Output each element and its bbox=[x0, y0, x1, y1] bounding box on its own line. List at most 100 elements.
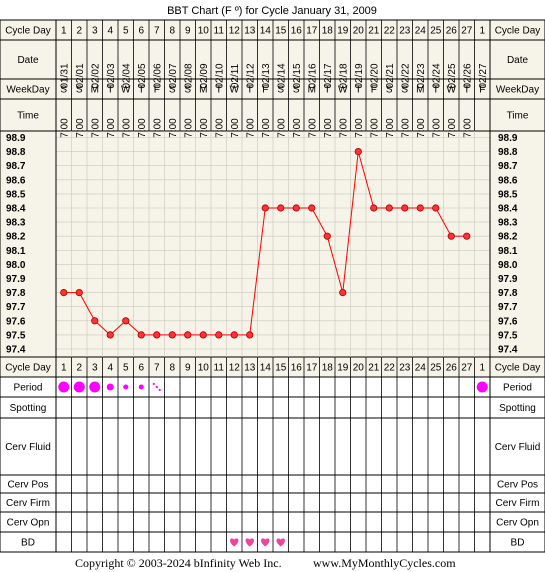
row-label-spotting: Spotting bbox=[10, 403, 47, 414]
y-tick-label: 97.5 bbox=[6, 330, 26, 341]
y-tick-label: 98.6 bbox=[6, 175, 26, 186]
cycle-day-label: 5 bbox=[123, 363, 129, 374]
weekday-label: W bbox=[121, 85, 131, 96]
cycle-day-label: 16 bbox=[291, 26, 303, 37]
time-label: 7:00 bbox=[199, 118, 210, 138]
y-tick-label: 98.4 bbox=[6, 204, 26, 215]
y-tick-label: 98.8 bbox=[6, 147, 26, 158]
temp-point bbox=[199, 331, 207, 339]
cycle-day-label: 14 bbox=[260, 363, 272, 374]
cycle-day-label: 12 bbox=[229, 363, 241, 374]
y-tick-label-right: 97.5 bbox=[498, 330, 518, 341]
time-label: 7:00 bbox=[214, 118, 225, 138]
cycle-day-label: 7 bbox=[154, 363, 160, 374]
cycle-day-label: 10 bbox=[198, 26, 210, 37]
weekday-label: W bbox=[447, 85, 457, 96]
cycle-day-label: 24 bbox=[415, 26, 427, 37]
row-label-right-bd: BD bbox=[511, 538, 525, 549]
period-marker bbox=[89, 381, 101, 393]
date-label: 02/09 bbox=[199, 63, 210, 88]
date-label: 02/04 bbox=[121, 63, 132, 88]
time-label: 7:00 bbox=[152, 118, 163, 138]
row-label-fluid: Cerv Fluid bbox=[5, 442, 51, 453]
bd-heart-icon bbox=[230, 538, 239, 547]
period-spotting-dot bbox=[155, 385, 158, 389]
temp-point bbox=[215, 331, 223, 339]
date-label: 02/23 bbox=[416, 63, 427, 88]
period-marker bbox=[476, 381, 488, 393]
cycle-day-label: 19 bbox=[337, 26, 349, 37]
temp-point bbox=[168, 331, 176, 339]
period-spotting-dot bbox=[158, 388, 161, 392]
y-tick-label-right: 98.3 bbox=[498, 218, 518, 229]
cycle-day-label: 15 bbox=[275, 26, 287, 37]
date-label: 02/15 bbox=[292, 63, 303, 88]
cycle-day-label: 23 bbox=[399, 26, 411, 37]
y-tick-label-right: 98.6 bbox=[498, 175, 518, 186]
row-label-right-opn: Cerv Opn bbox=[496, 518, 539, 529]
row-label-right-date: Date bbox=[507, 55, 529, 66]
cycle-day-label: 27 bbox=[461, 363, 473, 374]
time-label: 7:00 bbox=[400, 118, 411, 138]
y-tick-label-right: 97.6 bbox=[498, 316, 518, 327]
cycle-day-label: 22 bbox=[384, 26, 396, 37]
row-label-time: Time bbox=[17, 111, 39, 122]
y-tick-label: 98.3 bbox=[6, 218, 26, 229]
bd-heart-icon bbox=[245, 538, 254, 547]
row-label-right-period: Period bbox=[503, 383, 532, 394]
cycle-day-label: 3 bbox=[92, 363, 98, 374]
time-label: 7:00 bbox=[261, 118, 272, 138]
weekday-label: M bbox=[416, 85, 424, 96]
chart-title: BBT Chart (F º) for Cycle January 31, 20… bbox=[167, 5, 377, 17]
cycle-day-label: 21 bbox=[368, 363, 380, 374]
weekday-label: T bbox=[324, 85, 330, 96]
weekday-label: F bbox=[479, 85, 485, 96]
temp-point bbox=[401, 204, 409, 212]
date-label: 02/11 bbox=[230, 63, 241, 88]
row-label-right-spotting: Spotting bbox=[499, 403, 536, 414]
y-tick-label: 98.9 bbox=[6, 133, 26, 144]
y-tick-label-right: 98.8 bbox=[498, 147, 518, 158]
weekday-label: M bbox=[308, 85, 316, 96]
period-marker bbox=[123, 384, 129, 390]
temp-line-segment bbox=[311, 207, 328, 237]
y-tick-label: 98.7 bbox=[6, 161, 26, 172]
time-label: 7:00 bbox=[307, 118, 318, 138]
temp-line-segment bbox=[326, 236, 344, 293]
row-label-firm: Cerv Firm bbox=[6, 498, 50, 509]
temp-point bbox=[246, 331, 254, 339]
cycle-day-label: 15 bbox=[275, 363, 287, 374]
y-tick-label-right: 98.5 bbox=[498, 189, 518, 200]
temp-point bbox=[292, 204, 300, 212]
cycle-day-label: 10 bbox=[198, 363, 210, 374]
y-tick-label-right: 98.1 bbox=[498, 246, 518, 257]
temp-point bbox=[354, 148, 362, 156]
bd-heart-icon bbox=[261, 538, 270, 547]
cycle-day-label: 1 bbox=[61, 26, 67, 37]
row-label-right-fluid: Cerv Fluid bbox=[495, 442, 541, 453]
y-tick-label-right: 97.9 bbox=[498, 274, 518, 285]
temp-point bbox=[463, 232, 471, 240]
weekday-label: W bbox=[230, 85, 240, 96]
temp-point bbox=[91, 317, 99, 325]
y-tick-label: 97.8 bbox=[6, 288, 26, 299]
time-label: 7:00 bbox=[137, 118, 148, 138]
row-label-right-weekday: WeekDay bbox=[496, 85, 539, 96]
observation-area bbox=[0, 377, 545, 552]
cycle-day-label: 4 bbox=[107, 26, 113, 37]
cycle-day-label: 19 bbox=[337, 363, 349, 374]
time-label: 7:00 bbox=[121, 118, 132, 138]
cycle-day-label: 23 bbox=[399, 363, 411, 374]
date-label: 02/07 bbox=[168, 63, 179, 88]
time-label: 7:00 bbox=[230, 118, 241, 138]
weekday-label: T bbox=[138, 85, 144, 96]
cycle-day-label: 13 bbox=[244, 26, 256, 37]
site-link[interactable]: www.MyMonthlyCycles.com bbox=[313, 556, 456, 570]
weekday-label: S bbox=[386, 85, 393, 96]
temp-point bbox=[416, 204, 424, 212]
weekday-label: T bbox=[355, 85, 361, 96]
temp-point bbox=[277, 204, 285, 212]
weekday-label: T bbox=[216, 85, 222, 96]
cycle-day-label: 22 bbox=[384, 363, 396, 374]
period-marker bbox=[106, 383, 114, 391]
